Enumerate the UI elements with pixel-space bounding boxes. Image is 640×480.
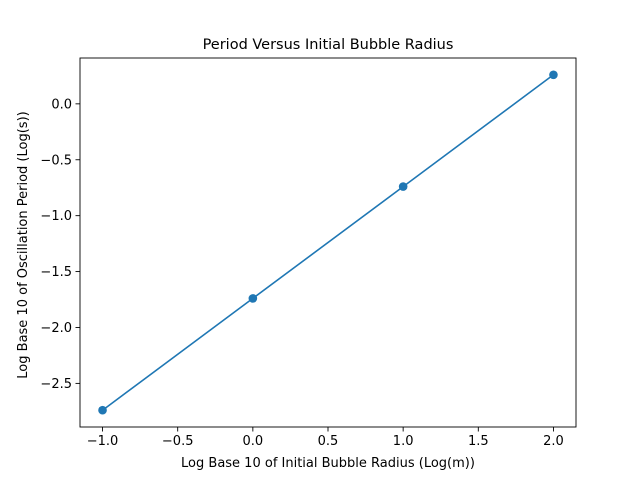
data-point [98,405,107,415]
y-tick-label: −2.0 [40,321,72,336]
x-tick-label: 1.0 [393,434,414,449]
x-tick-label: −0.5 [162,434,194,449]
data-point [248,294,258,303]
x-axis-label: Log Base 10 of Initial Bubble Radius (Lo… [181,456,475,471]
x-tick-label: 2.0 [543,434,564,449]
x-axis: −1.0 −0.5 0.0 0.5 1.0 1.5 2.0 [87,427,564,449]
data-point [549,70,558,80]
plot-area [79,57,577,428]
y-tick-label: −2.5 [40,377,72,392]
x-tick-label: −1.0 [87,434,119,449]
x-tick-label: 1.5 [468,434,489,449]
chart-title: Period Versus Initial Bubble Radius [203,37,454,53]
x-tick-label: 0.5 [318,434,339,449]
y-tick-label: −1.0 [40,209,72,224]
data-point [398,182,408,191]
series-line [102,74,554,411]
y-tick-label: 0.0 [51,97,72,112]
x-tick-label: 0.0 [243,434,264,449]
y-tick-label: −1.5 [40,265,72,280]
y-tick-label: −0.5 [40,153,72,168]
y-axis-label: Log Base 10 of Oscillation Period (Log(s… [16,111,31,378]
y-axis: −2.5 −2.0 −1.5 −1.0 −0.5 0.0 [40,97,80,392]
